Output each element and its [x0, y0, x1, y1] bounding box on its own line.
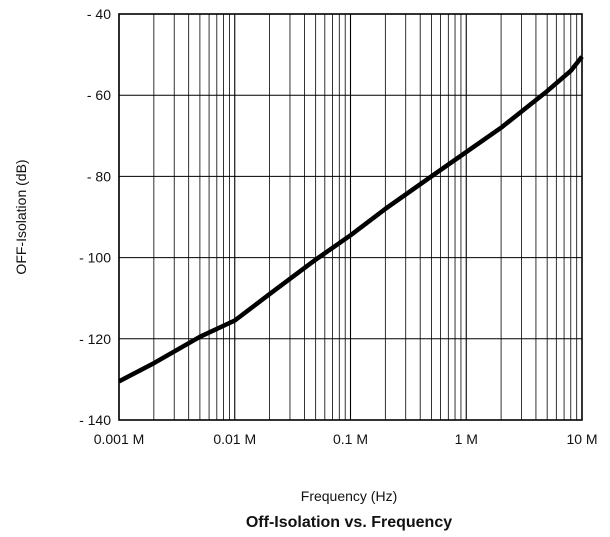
chart-title: Off-Isolation vs. Frequency [246, 514, 452, 531]
x-tick-label: 1 M [455, 431, 478, 447]
y-tick-label: - 40 [87, 6, 111, 22]
y-tick-label: - 60 [87, 87, 111, 103]
y-axis-label: OFF-Isolation (dB) [13, 159, 29, 274]
y-tick-label: - 100 [79, 250, 111, 266]
y-tick-label: - 80 [87, 168, 111, 184]
series-group [117, 55, 584, 384]
grid [118, 13, 582, 421]
x-tick-label: 0.001 M [94, 431, 145, 447]
y-tick-label: - 120 [79, 331, 111, 347]
x-tick-label: 10 M [566, 431, 597, 447]
x-tick-label: 0.1 M [333, 431, 368, 447]
plot-area-frame [118, 13, 583, 421]
x-axis-label: Frequency (Hz) [301, 488, 397, 504]
x-tick-label: 0.01 M [213, 431, 256, 447]
y-tick-label: - 140 [79, 412, 111, 428]
y-axis-ticks: - 40 - 60 - 80 - 100 - 120 - 140 [79, 6, 111, 428]
series-line-off-isolation [117, 55, 584, 384]
x-axis-ticks: 0.001 M 0.01 M 0.1 M 1 M 10 M [94, 431, 598, 447]
